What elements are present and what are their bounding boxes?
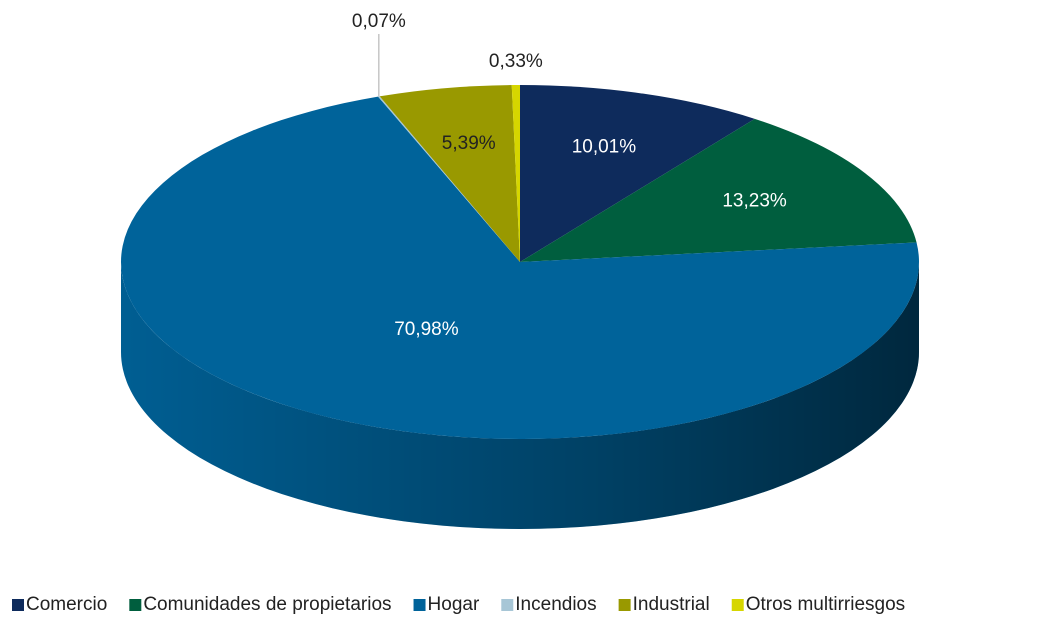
slice <box>121 96 920 439</box>
legend-swatch <box>413 599 426 611</box>
data-label: 70,98% <box>394 319 459 340</box>
slice <box>520 85 755 262</box>
legend-swatch <box>618 599 631 611</box>
data-label: 0,33% <box>489 51 543 72</box>
legend-swatch <box>501 599 514 611</box>
slice-side-shade <box>121 262 919 529</box>
data-label: 0,07% <box>352 11 406 32</box>
data-label: 5,39% <box>442 133 496 154</box>
slice <box>520 118 917 262</box>
legend-label: Incendios <box>515 594 596 615</box>
legend-label: Comunidades de propietarios <box>143 594 391 615</box>
data-label: 10,01% <box>572 137 637 158</box>
legend-label: Comercio <box>26 594 107 615</box>
legend-label: Otros multirriesgos <box>746 594 905 615</box>
legend-swatch <box>12 599 24 611</box>
legend-swatch <box>731 599 744 611</box>
data-label: 13,23% <box>722 191 787 212</box>
legend-label: Industrial <box>633 594 710 615</box>
slice <box>378 96 520 262</box>
legend-label: Hogar <box>428 594 480 615</box>
legend-swatch <box>129 599 142 611</box>
slice <box>379 85 520 262</box>
slice <box>511 85 520 262</box>
